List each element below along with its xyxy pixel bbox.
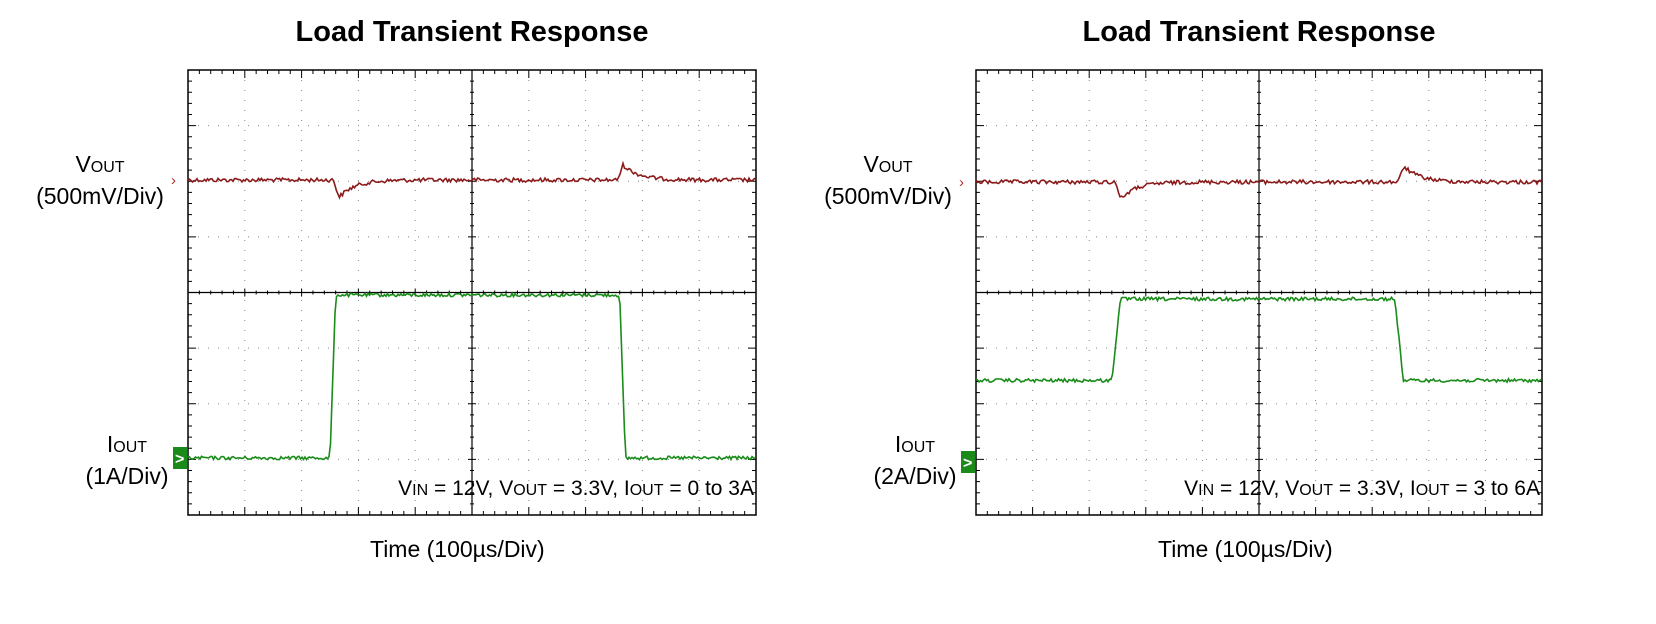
vout-label: VOUT (500mV/Div)	[36, 151, 164, 209]
chart-title: Load Transient Response	[295, 16, 649, 48]
minor-ticks	[975, 69, 1543, 516]
iout-marker-icon	[173, 447, 187, 469]
iout-label: IOUT (2A/Div)	[873, 431, 957, 489]
iout-marker-arrow: >	[963, 455, 972, 472]
test-conditions: VIN = 12V, VOUT = 3.3V, IOUT = 0 to 3A	[398, 477, 754, 500]
iout-marker-arrow: >	[175, 451, 184, 468]
grid	[188, 70, 756, 515]
iout-marker-icon	[961, 451, 975, 473]
chart-panel-1: Load Transient Response VOUT (500mV/Div)…	[36, 16, 757, 562]
iout-trace	[187, 291, 756, 462]
vout-trace	[187, 160, 756, 200]
vout-marker-icon: ›	[171, 172, 176, 189]
vout-marker-icon: ›	[959, 174, 964, 191]
vout-label: VOUT (500mV/Div)	[824, 151, 952, 209]
scope-plot-1: ›>	[171, 69, 757, 516]
iout-trace	[975, 295, 1542, 384]
chart-title: Load Transient Response	[1082, 16, 1436, 48]
chart-panel-2: Load Transient Response VOUT (500mV/Div)…	[824, 0, 1656, 624]
x-axis-label: Time (100µs/Div)	[370, 536, 545, 562]
test-conditions: VIN = 12V, VOUT = 3.3V, IOUT = 3 to 6A	[1184, 477, 1540, 500]
iout-label: IOUT (1A/Div)	[85, 431, 169, 489]
scope-plot-2: ›>	[959, 69, 1543, 516]
x-axis-label: Time (100µs/Div)	[1158, 536, 1333, 562]
vout-trace	[975, 165, 1543, 198]
grid	[976, 70, 1542, 515]
